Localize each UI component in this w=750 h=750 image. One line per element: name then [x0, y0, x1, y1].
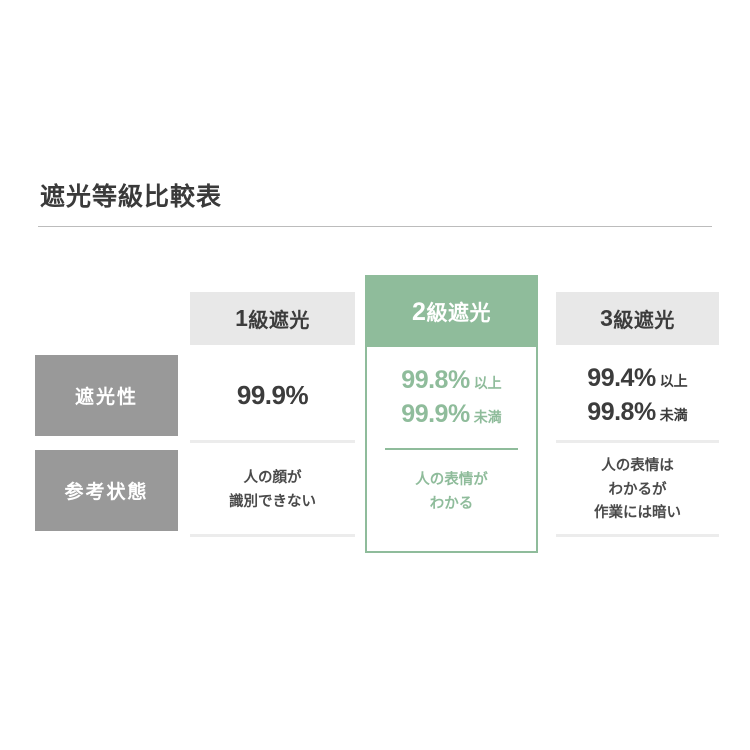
- shading-line-grade-3-2: 99.8% 未満: [587, 396, 687, 430]
- column-header-grade-2-number: 2: [412, 297, 427, 326]
- cell-grade-1-description: 人の顔が 識別できない: [190, 450, 355, 531]
- description-line-grade-2-1: 人の表情が: [415, 472, 488, 489]
- row-label-reference-state: 参考状態: [35, 450, 178, 531]
- title-divider: [38, 226, 712, 227]
- column-header-grade-1: 1 級遮光: [190, 292, 355, 345]
- column-header-grade-3: 3 級遮光: [556, 292, 719, 345]
- cell-grade-2-shading: 99.8% 以上 99.9% 未満: [367, 357, 536, 438]
- column-header-grade-2-rest: 級遮光: [426, 302, 491, 325]
- description-line-grade-1-2: 識別できない: [229, 493, 316, 510]
- page-title: 遮光等級比較表: [40, 183, 223, 211]
- highlighted-column-grade-2: 2 級遮光 99.8% 以上 99.9% 未満 人の表情が わかる: [365, 275, 538, 553]
- shading-suffix-grade-3-2: 未満: [659, 406, 688, 423]
- shading-value-grade-3-1: 99.4%: [587, 363, 656, 392]
- shading-value-grade-2-2: 99.9%: [401, 399, 470, 428]
- column-header-grade-3-number: 3: [600, 305, 614, 331]
- shading-suffix-grade-2-2: 未満: [473, 408, 502, 425]
- shading-line-grade-3-1: 99.4% 以上: [587, 362, 687, 396]
- description-line-grade-1-1: 人の顔が: [243, 470, 302, 487]
- divider-grade-1-row-1: [190, 440, 355, 443]
- divider-grade-1-row-2: [190, 534, 355, 537]
- shading-line-grade-2-2: 99.9% 未満: [401, 398, 501, 432]
- shading-suffix-grade-3-1: 以上: [659, 372, 688, 389]
- shading-value-grade-2-1: 99.8%: [401, 365, 470, 394]
- cell-grade-3-shading: 99.4% 以上 99.8% 未満: [556, 355, 719, 436]
- divider-grade-3-row-1: [556, 440, 719, 443]
- shading-value-grade-3-2: 99.8%: [587, 397, 656, 426]
- column-header-grade-1-number: 1: [235, 305, 249, 331]
- description-line-grade-2-2: わかる: [429, 495, 474, 512]
- cell-grade-1-shading: 99.9%: [190, 355, 355, 436]
- column-header-grade-1-rest: 級遮光: [248, 310, 310, 332]
- description-line-grade-3-1: 人の表情は: [601, 458, 674, 475]
- shading-line-grade-2-1: 99.8% 以上: [401, 364, 501, 398]
- column-header-grade-3-rest: 級遮光: [613, 310, 675, 332]
- cell-grade-2-description: 人の表情が わかる: [367, 452, 536, 533]
- column-header-grade-2: 2 級遮光: [367, 277, 536, 347]
- description-line-grade-3-3: 作業には暗い: [594, 505, 681, 522]
- shading-value-grade-1: 99.9%: [236, 380, 309, 410]
- title-block: 遮光等級比較表: [38, 182, 712, 227]
- cell-grade-3-description: 人の表情は わかるが 作業には暗い: [556, 450, 719, 531]
- grade-comparison-table: 遮光性 参考状態 1 級遮光 99.9% 人の顔が 識別できない 3 級遮光 99.…: [35, 270, 719, 560]
- row-label-shading: 遮光性: [35, 355, 178, 436]
- divider-grade-3-row-2: [556, 534, 719, 537]
- divider-grade-2-row-1: [385, 448, 518, 450]
- shading-suffix-grade-2-1: 以上: [473, 374, 502, 391]
- description-line-grade-3-2: わかるが: [608, 481, 667, 498]
